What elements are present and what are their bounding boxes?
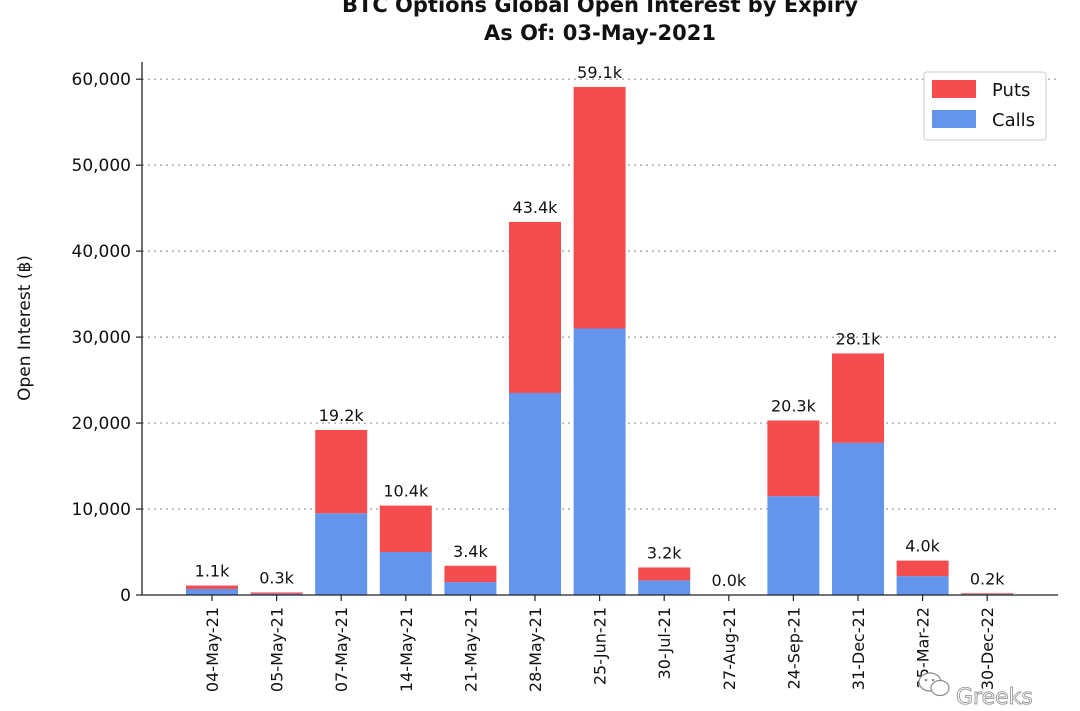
total-label: 59.1k [577, 63, 623, 82]
bar-calls [444, 582, 497, 595]
watermark: Greeks [918, 672, 1033, 710]
x-tick-label: 04-May-21 [203, 607, 222, 692]
total-label: 19.2k [319, 406, 365, 425]
bar-puts [573, 86, 626, 329]
chart-title: BTC Options Global Open Interest by Expi… [342, 0, 858, 17]
x-tick-label: 21-May-21 [461, 607, 480, 692]
y-tick-label: 20,000 [72, 414, 131, 434]
x-tick-label: 30-Jul-21 [655, 607, 674, 679]
x-tick-label: 14-May-21 [397, 607, 416, 692]
y-tick-label: 40,000 [72, 242, 131, 262]
bar-calls [186, 588, 238, 595]
total-label: 3.4k [453, 542, 488, 561]
x-tick-label: 31-Dec-21 [849, 607, 868, 690]
bar-puts [638, 567, 691, 581]
total-label: 4.0k [905, 537, 940, 556]
bar-puts [379, 505, 432, 553]
legend-swatch-puts [932, 80, 976, 98]
bar-calls [379, 552, 432, 595]
bar-puts [767, 420, 820, 497]
x-tick-label: 25-Jun-21 [591, 607, 610, 685]
x-tick-label: 07-May-21 [332, 607, 351, 692]
bar-puts [250, 592, 303, 594]
legend-swatch-calls [932, 110, 976, 128]
y-axis-label: Open Interest (฿) [15, 255, 35, 401]
bar-puts [315, 429, 368, 514]
chart-subtitle: As Of: 03-May-2021 [484, 21, 716, 45]
x-tick-label: 27-Aug-21 [720, 607, 739, 690]
total-label: 43.4k [513, 198, 559, 217]
total-label: 0.0k [711, 571, 746, 590]
bar-calls [315, 513, 368, 595]
total-label: 0.3k [259, 568, 294, 587]
bar-calls [832, 442, 884, 595]
bar-puts [832, 353, 884, 443]
bar-calls [767, 496, 820, 595]
y-tick-label: 50,000 [72, 156, 131, 176]
total-label: 28.1k [836, 329, 882, 348]
y-tick-label: 30,000 [72, 328, 131, 348]
bar-calls [638, 580, 691, 595]
total-label: 3.2k [647, 543, 682, 562]
x-tick-label: 24-Sep-21 [784, 607, 803, 689]
y-ticks: 0 10,000 20,000 30,000 40,000 50,000 60,000 [72, 70, 142, 606]
bar-puts [509, 221, 561, 393]
total-label: 0.2k [970, 569, 1005, 588]
data-labels: 1.1k 0.3k 19.2k 10.4k 3.4k 43.4k 59.1k 3.2k 0.0k… [195, 63, 1006, 590]
total-label: 1.1k [195, 562, 230, 581]
y-tick-label: 0 [120, 586, 131, 606]
x-tick-label: 28-May-21 [526, 607, 545, 692]
bar-puts [444, 565, 497, 583]
y-tick-label: 60,000 [72, 70, 131, 90]
x-tick-label: 30-Dec-22 [978, 607, 997, 690]
bar-calls [896, 576, 949, 595]
legend: Puts Calls [923, 71, 1047, 141]
legend-label-calls: Calls [992, 110, 1035, 131]
x-tick-label: 05-May-21 [268, 607, 287, 692]
bar-puts [896, 560, 949, 577]
bars [186, 86, 1014, 595]
bar-puts [961, 593, 1014, 595]
total-label: 10.4k [383, 482, 429, 501]
y-tick-label: 10,000 [72, 500, 131, 520]
total-label: 20.3k [771, 396, 817, 415]
bar-calls [573, 328, 626, 595]
x-tick-label: 25-Mar-22 [914, 607, 933, 688]
x-ticks: 04-May-21 05-May-21 07-May-21 14-May-21 21-M… [203, 595, 997, 692]
legend-label-puts: Puts [992, 80, 1030, 101]
wechat-icon [918, 672, 950, 697]
bar-calls [509, 392, 561, 595]
watermark-text: Greeks [956, 685, 1033, 710]
bar-puts [186, 585, 238, 589]
